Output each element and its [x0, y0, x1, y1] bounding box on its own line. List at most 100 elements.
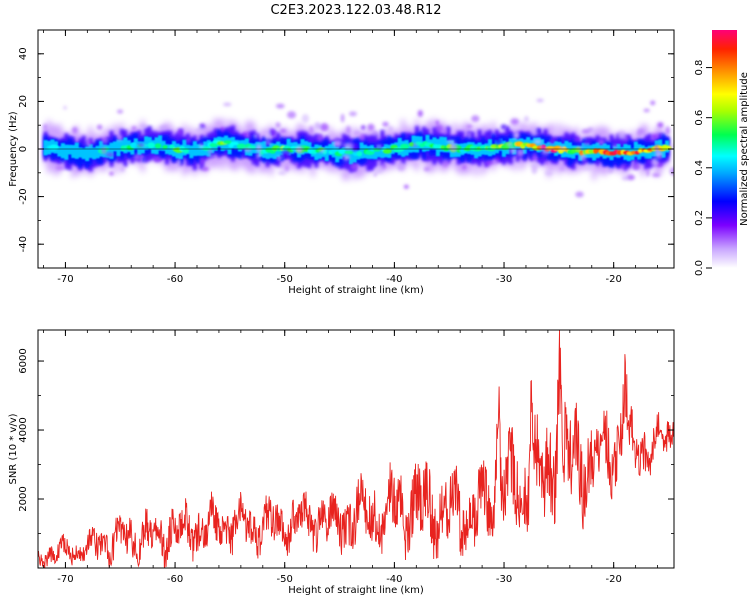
spectrogram-speckle — [109, 171, 114, 176]
spectrogram-speckle — [545, 160, 549, 165]
spectrogram-speckle — [617, 130, 626, 140]
y-tick-label: 40 — [18, 47, 29, 60]
spectrogram-cell — [85, 146, 90, 162]
spectrogram-speckle — [580, 153, 587, 162]
spectrogram-speckle — [506, 142, 514, 146]
spectrogram-speckle — [388, 126, 393, 131]
spectrogram-speckle — [412, 143, 417, 148]
spectrogram-speckle — [348, 111, 357, 117]
spectrogram-speckle — [651, 133, 660, 140]
x-tick-label: -40 — [386, 574, 402, 585]
spectrogram-cell — [92, 147, 97, 160]
x-tick-label: -50 — [277, 574, 293, 585]
spectrogram-speckle — [309, 125, 314, 135]
spectrogram-speckle — [651, 173, 661, 177]
x-tick-label: -70 — [57, 274, 73, 285]
spectrogram-speckle — [443, 128, 447, 136]
spectrogram-speckle — [646, 167, 650, 177]
spectrogram-speckle — [484, 159, 494, 166]
spectrogram-speckle — [242, 132, 249, 138]
spectrogram-speckle — [275, 103, 285, 109]
spectrogram-peak — [147, 142, 155, 149]
spectrogram-cell — [71, 144, 76, 158]
spectrogram-peak — [209, 142, 218, 148]
spectrogram-speckle — [524, 115, 529, 123]
colorbar-ticks: 0.0 0.2 0.4 0.6 0.8 — [694, 60, 712, 276]
spectrogram-speckle — [611, 144, 618, 149]
spectrogram-cell — [43, 140, 48, 156]
y-tick-label: 4000 — [18, 417, 29, 442]
spectrogram-peak — [222, 140, 233, 145]
spectrogram-speckle — [335, 140, 342, 144]
spectrogram-speckle — [382, 121, 389, 127]
spectrogram-speckle — [626, 174, 635, 181]
spectrogram-speckle — [575, 191, 584, 198]
colorbar-tick-label: 0.0 — [694, 260, 705, 276]
spectrogram-axis-ticks: -70 -60 -50 -40 -30 -20 -40 -20 0 20 40 — [18, 29, 674, 285]
spectrogram-cell — [168, 144, 173, 155]
colorbar-tick-label: 0.4 — [694, 160, 705, 176]
spectrogram-speckle — [583, 165, 588, 170]
spectrogram-speckle — [573, 137, 581, 143]
spectrogram-speckle — [367, 123, 375, 131]
spectrogram-cell — [64, 144, 69, 160]
spectrogram-peak — [400, 143, 410, 150]
spectrogram-speckle — [265, 140, 272, 146]
x-tick-label: -70 — [57, 574, 73, 585]
spectrogram-speckle — [442, 158, 450, 168]
y-tick-label: 2000 — [18, 486, 29, 511]
spectrogram-speckle — [66, 135, 74, 140]
spectrogram-speckle — [350, 162, 358, 171]
spectrogram-speckle — [512, 132, 520, 140]
spectrogram-speckle — [340, 113, 345, 123]
spectrogram-cell — [644, 147, 649, 159]
spectrogram-speckle — [199, 157, 205, 166]
spectrogram-peak — [236, 143, 247, 149]
spectrogram-peak — [269, 149, 276, 154]
spectrogram-speckle — [607, 167, 614, 174]
spectrogram-speckle — [207, 154, 217, 159]
spectrogram-speckle — [435, 124, 444, 133]
spectrogram-speckle — [620, 164, 626, 169]
spectrogram-cell — [210, 141, 215, 154]
y-tick-label: 20 — [18, 95, 29, 108]
spectrogram-speckle — [116, 109, 124, 114]
x-tick-label: -60 — [167, 574, 183, 585]
spectrogram-peak — [154, 143, 162, 149]
x-tick-label: -40 — [386, 274, 402, 285]
spectrogram-cell — [359, 142, 364, 159]
spectrogram-speckle — [669, 166, 674, 176]
spectrogram-cell — [442, 136, 447, 153]
spectrogram-cell — [536, 137, 541, 153]
colorbar: 0.0 0.2 0.4 0.6 0.8 Normalized spectral ampl… — [694, 30, 750, 276]
spectrogram-speckle — [533, 139, 543, 144]
spectrogram-speckle — [655, 147, 660, 155]
spectrogram-speckle — [449, 143, 458, 152]
spectrogram-cell — [109, 142, 114, 159]
spectrogram-speckle — [632, 162, 641, 171]
spectrogram-cell — [199, 146, 204, 156]
spectrogram-speckle — [63, 105, 67, 110]
spectrogram-speckle — [539, 145, 546, 149]
spectrogram-cell — [105, 144, 111, 158]
spectrogram-cell — [67, 144, 72, 155]
spectrogram-speckle — [643, 108, 650, 113]
spectrogram-speckle — [467, 131, 472, 140]
spectrogram-speckle — [139, 123, 148, 129]
spectrogram-speckle — [417, 110, 423, 118]
spectrogram-speckle — [373, 172, 377, 177]
spectrogram-speckle — [199, 142, 203, 149]
spectrogram-cell — [439, 136, 444, 152]
spectrogram-marks — [38, 98, 674, 198]
spectrogram-speckle — [531, 152, 538, 162]
spectrogram-speckle — [372, 130, 379, 137]
spectrogram-speckle — [301, 114, 310, 123]
spectrogram-peak — [169, 144, 175, 150]
spectrogram-speckle — [530, 162, 540, 169]
spectrogram-speckle — [202, 167, 210, 171]
spectrogram-speckle — [159, 124, 169, 131]
spectrogram-speckle — [361, 125, 366, 130]
spectrogram-speckle — [276, 156, 282, 160]
spectrogram-cell — [397, 137, 402, 156]
x-tick-label: -20 — [606, 274, 622, 285]
